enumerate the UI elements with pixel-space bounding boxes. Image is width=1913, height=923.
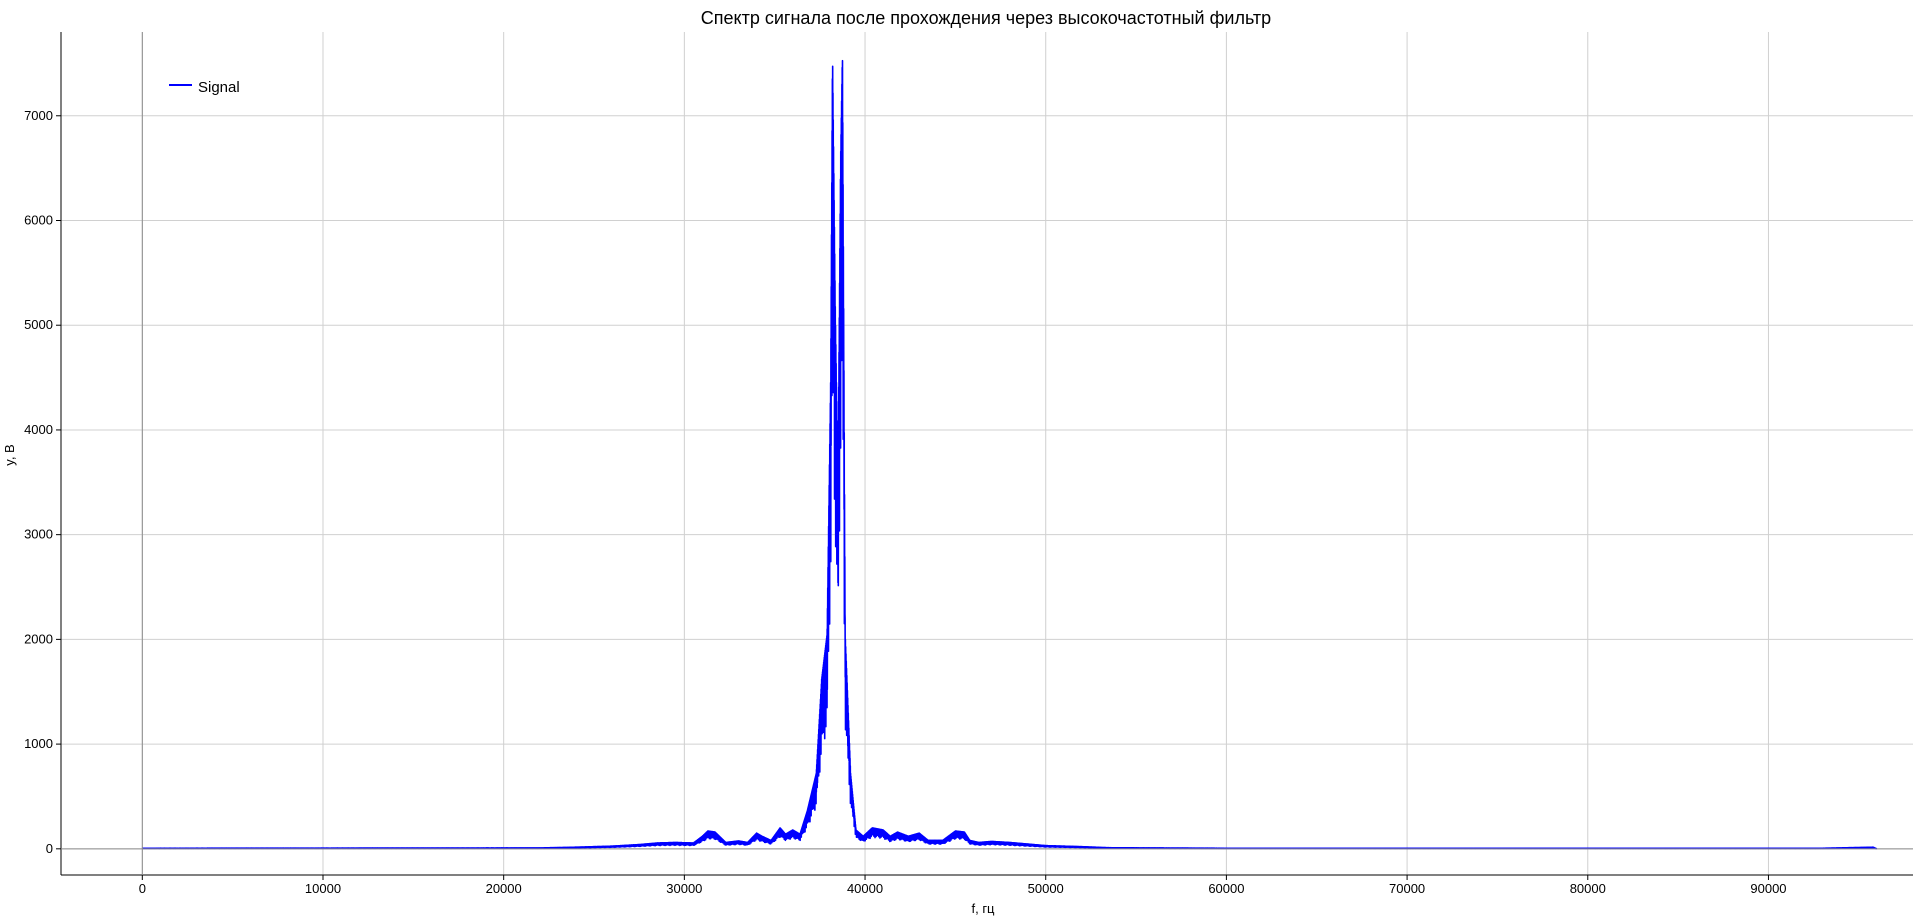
- legend-label-signal: Signal: [198, 79, 240, 96]
- y-tick-label-6: 6000: [24, 212, 53, 227]
- series-signal-line: [141, 59, 1878, 850]
- x-tick-label-5: 50000: [1028, 881, 1064, 896]
- x-tick-label-9: 90000: [1750, 881, 1786, 896]
- y-tick-label-4: 4000: [24, 422, 53, 437]
- x-tick-label-8: 80000: [1570, 881, 1606, 896]
- y-tick-label-2: 2000: [24, 631, 53, 646]
- x-tick-label-3: 30000: [666, 881, 702, 896]
- legend: Signal: [169, 79, 240, 96]
- chart-title: Спектр сигнала после прохождения через в…: [701, 8, 1271, 28]
- y-tick-label-3: 3000: [24, 527, 53, 542]
- y-tick-label-5: 5000: [24, 317, 53, 332]
- y-tick-label-7: 7000: [24, 108, 53, 123]
- y-tick-label-0: 0: [46, 841, 53, 856]
- x-tick-label-2: 20000: [486, 881, 522, 896]
- x-tick-label-0: 0: [139, 881, 146, 896]
- axes: [60, 32, 1913, 876]
- x-tick-label-6: 60000: [1208, 881, 1244, 896]
- y-axis-label: y, В: [2, 444, 17, 465]
- y-tick-label-1: 1000: [24, 736, 53, 751]
- x-tick-label-7: 70000: [1389, 881, 1425, 896]
- ticks: 0 10000 20000 30000 40000 50000 60000 70000 8000…: [24, 108, 1786, 896]
- x-tick-label-4: 40000: [847, 881, 883, 896]
- series-layer: [141, 59, 1878, 850]
- x-tick-label-1: 10000: [305, 881, 341, 896]
- x-axis-label: f, гц: [971, 901, 995, 916]
- grid: [61, 32, 1913, 875]
